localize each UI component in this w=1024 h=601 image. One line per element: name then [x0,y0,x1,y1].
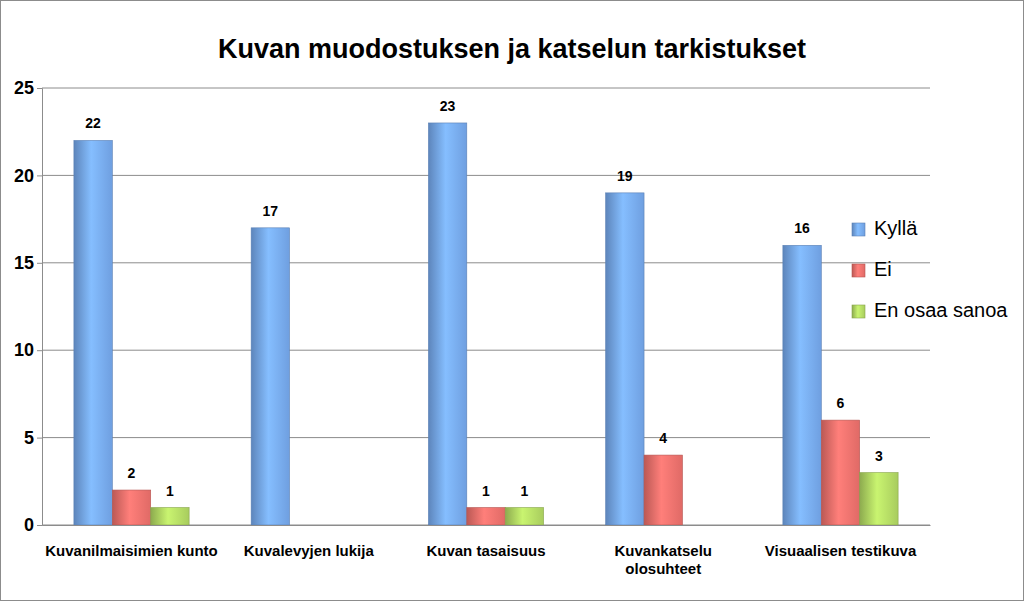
y-tick: 0 [24,515,42,535]
legend-swatch [852,264,865,277]
y-tick-label: 20 [14,166,34,186]
legend-swatch [852,223,865,236]
y-tick-mark [37,350,42,351]
bar [860,473,898,525]
bar [821,420,859,525]
data-label: 4 [659,430,667,446]
data-label: 2 [128,465,136,481]
data-label: 1 [166,483,174,499]
x-tick: Kuvankatseluolosuhteet [614,525,712,577]
y-tick-mark [37,88,42,89]
y-tick-label: 5 [24,428,34,448]
data-label: 17 [263,203,279,219]
x-tick-label: Kuvan tasaisuus [426,542,545,559]
legend-item: Kyllä [852,217,918,239]
legend-swatch [852,305,865,318]
y-tick-label: 0 [24,515,34,535]
plot: 0 5 10 15 20 25 Kuvanilmaisimien kunto Kuvalevy… [14,78,931,576]
y-tick: 15 [14,253,42,273]
legend-label: Ei [874,258,892,280]
chart-title: Kuvan muodostuksen ja katselun tarkistuk… [218,34,806,64]
bar [74,140,112,525]
x-tick-label-line: Kuvankatselu [614,542,712,559]
legend-item: En osaa sanoa [852,299,1008,321]
y-tick: 10 [14,340,42,360]
x-tick-label: Kuvanilmaisimien kunto [45,542,218,559]
y-axis-line [37,89,43,526]
data-label: 1 [521,483,529,499]
bar [606,193,644,525]
grid-line [42,88,930,89]
x-axis: Kuvanilmaisimien kunto Kuvalevyjen lukija… [43,525,931,577]
bars [74,123,898,525]
x-tick: Visuaalisen testikuva [765,525,917,559]
legend-label: En osaa sanoa [874,299,1008,321]
data-label: 19 [617,168,633,184]
bar [112,490,150,525]
x-tick: Kuvalevyjen lukija [244,525,375,559]
y-tick: 20 [14,166,42,186]
x-tick-label: Kuvalevyjen lukija [244,542,375,559]
grid-line [42,175,930,176]
x-tick: Kuvanilmaisimien kunto [45,525,218,559]
bar [505,508,543,525]
bar [428,123,466,525]
legend-label: Kyllä [874,217,918,239]
bar [151,508,189,525]
data-label: 1 [482,483,490,499]
bar [251,228,289,525]
y-tick-mark [37,175,42,176]
data-labels: 22 17 23 19 16 2 1 4 6 1 1 3 [85,98,883,499]
y-tick-mark [37,525,42,526]
bar [644,455,682,525]
data-label: 16 [794,220,810,236]
y-tick: 25 [14,78,42,98]
y-tick-label: 10 [14,340,34,360]
bar [467,508,505,525]
chart-frame [1,1,1024,601]
legend: Kyllä Ei En osaa sanoa [852,217,1008,321]
y-tick: 5 [24,428,42,448]
y-tick-label: 15 [14,253,34,273]
bar [783,245,821,525]
data-label: 6 [837,395,845,411]
x-tick-label-line: olosuhteet [625,560,701,577]
grid [42,88,930,525]
legend-item: Ei [852,258,892,280]
y-tick-label: 25 [14,78,34,98]
y-axis: 0 5 10 15 20 25 [14,78,43,535]
y-tick-mark [37,438,42,439]
chart: Kuvan muodostuksen ja katselun tarkistuk… [0,0,1024,601]
data-label: 3 [875,448,883,464]
y-tick-mark [37,263,42,264]
x-tick-label: Kuvankatseluolosuhteet [614,542,712,577]
x-tick: Kuvan tasaisuus [426,525,545,559]
data-label: 22 [85,115,101,131]
x-tick-label: Visuaalisen testikuva [765,542,917,559]
data-label: 23 [440,98,456,114]
x-axis-line [43,525,931,526]
